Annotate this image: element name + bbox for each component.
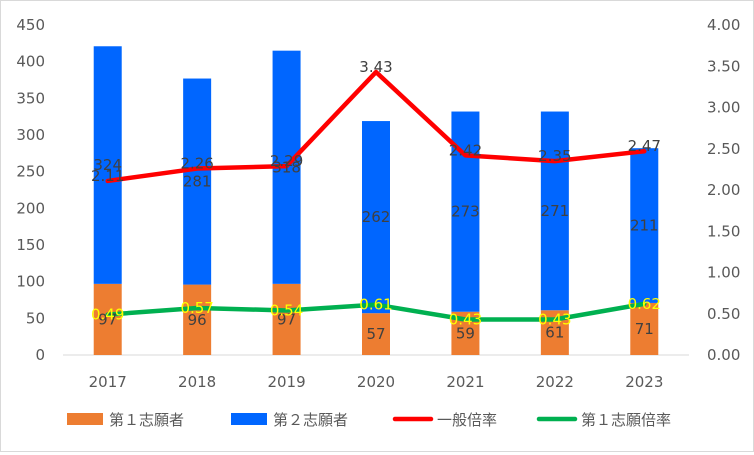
y-tick-label: 200	[16, 199, 45, 217]
y2-tick-label: 3.00	[707, 99, 740, 117]
line-data-label: 0.54	[270, 301, 303, 319]
y2-tick-label: 0.50	[707, 305, 740, 323]
bar-data-label: 262	[362, 208, 391, 226]
bar-第１志願者-2019	[272, 283, 301, 355]
bar-data-label: 97	[277, 310, 296, 328]
line-data-label: 2.42	[449, 141, 482, 159]
data-labels-layer: 97 96 97 57 59 61 71 324 281 318 262 273 271 211 2.11 2…	[91, 58, 661, 343]
line-一般倍率	[105, 69, 647, 184]
line-data-label: 0.62	[628, 295, 661, 313]
legend-label: 第１志願者	[109, 411, 184, 429]
line-data-label: 0.43	[449, 311, 482, 329]
bar-第２志願者-2022	[540, 111, 569, 311]
y2-tick-label: 2.50	[707, 140, 740, 158]
bar-data-label: 281	[183, 173, 212, 191]
legend: 第１志願者 第２志願者 一般倍率 第１志願倍率	[67, 411, 671, 429]
bar-data-label: 273	[451, 203, 480, 221]
line-data-label: 3.43	[359, 58, 392, 76]
y-tick-label: 400	[16, 53, 45, 71]
x-tick-label: 2023	[625, 373, 663, 391]
bar-data-label: 71	[635, 320, 654, 338]
x-axis: 2017 2018 2019 2020 2021 2022 2023	[63, 354, 689, 391]
x-tick-label: 2019	[267, 373, 305, 391]
line-data-label: 0.57	[180, 299, 213, 317]
y-tick-label: 150	[16, 236, 45, 254]
bar-第１志願者-2017	[93, 283, 122, 355]
line-data-label: 2.11	[91, 167, 124, 185]
bar-第２志願者-2020	[362, 121, 390, 314]
line-data-label: 0.61	[359, 296, 392, 314]
line-data-label: 2.47	[628, 137, 661, 155]
x-tick-label: 2017	[89, 373, 127, 391]
bar-data-label: 324	[93, 156, 122, 174]
legend-swatch-第２志願者	[231, 413, 267, 425]
y-tick-label: 350	[16, 89, 45, 107]
bar-第２志願者-2017	[93, 46, 122, 284]
left-axis: 0 50 100 150 200 250 300 350 400 450	[16, 16, 45, 364]
x-tick-label: 2018	[178, 373, 216, 391]
x-tick-label: 2022	[536, 373, 574, 391]
legend-swatch-第１志願者	[67, 413, 103, 425]
bar-data-label: 318	[272, 158, 301, 176]
bar-data-label: 96	[188, 311, 207, 329]
bar-data-label: 61	[545, 324, 564, 342]
y-tick-label: 50	[26, 309, 45, 327]
y-tick-label: 300	[16, 126, 45, 144]
right-axis: 0.00 0.50 1.00 1.50 2.00 2.50 3.00 3.50 4.00	[707, 16, 740, 364]
bar-第２志願者-2023	[630, 148, 659, 303]
line-data-label: 0.49	[91, 306, 124, 324]
legend-label: 一般倍率	[437, 411, 497, 429]
bar-data-label: 211	[630, 217, 659, 235]
x-tick-label: 2021	[446, 373, 484, 391]
line-data-label: 2.26	[180, 155, 213, 173]
bar-data-label: 59	[456, 324, 475, 342]
line-data-label: 0.43	[538, 311, 571, 329]
line-data-label: 2.35	[538, 147, 571, 165]
bar-第１志願者-2020	[362, 313, 390, 355]
line-第１志願倍率	[105, 301, 647, 322]
y2-tick-label: 1.00	[707, 264, 740, 282]
bar-第２志願者-2018	[183, 78, 212, 285]
lines-layer	[105, 69, 647, 322]
y-tick-label: 100	[16, 273, 45, 291]
bar-data-label: 57	[366, 325, 385, 343]
x-tick-label: 2020	[357, 373, 395, 391]
line-data-label: 2.29	[270, 152, 303, 170]
bar-data-label: 271	[541, 202, 570, 220]
y2-tick-label: 2.00	[707, 181, 740, 199]
bars-layer	[93, 46, 659, 355]
y-tick-label: 450	[16, 16, 45, 34]
bar-第１志願者-2023	[630, 302, 659, 355]
bar-data-label: 97	[98, 310, 117, 328]
legend-label: 第２志願者	[273, 411, 348, 429]
legend-label: 第１志願倍率	[581, 411, 671, 429]
y-tick-label: 0	[35, 346, 45, 364]
y2-tick-label: 0.00	[707, 346, 740, 364]
bar-第１志願者-2018	[183, 284, 212, 355]
y2-tick-label: 3.50	[707, 57, 740, 75]
y2-tick-label: 4.00	[707, 16, 740, 34]
y-tick-label: 250	[16, 163, 45, 181]
y2-tick-label: 1.50	[707, 222, 740, 240]
